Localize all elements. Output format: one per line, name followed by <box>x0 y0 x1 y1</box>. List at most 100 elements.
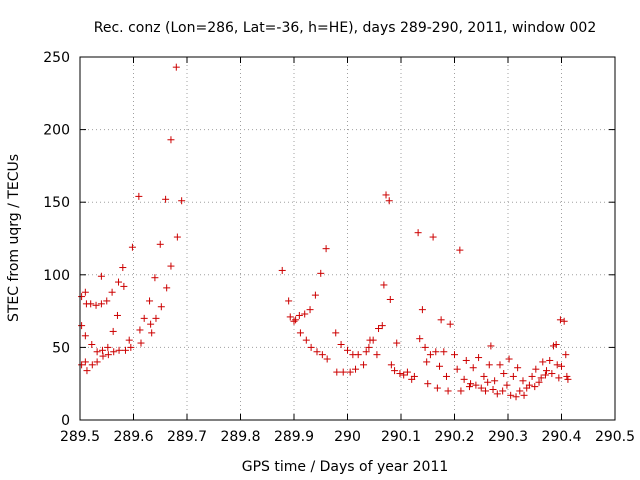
data-point <box>560 317 568 325</box>
data-point <box>115 346 123 354</box>
data-point <box>410 372 418 380</box>
x-tick-label: 289.5 <box>60 429 100 445</box>
data-point <box>485 361 493 369</box>
data-point <box>115 278 123 286</box>
data-point <box>152 314 160 322</box>
data-point <box>108 288 116 296</box>
data-point <box>97 272 105 280</box>
data-point <box>292 316 300 324</box>
data-point <box>426 351 434 359</box>
data-point <box>162 195 170 203</box>
x-tick-label: 290.4 <box>541 429 581 445</box>
x-tick-label: 289.7 <box>167 429 207 445</box>
chart-title: Rec. conz (Lon=286, Lat=-36, h=HE), days… <box>94 20 596 36</box>
data-point <box>156 240 164 248</box>
data-point <box>562 351 570 359</box>
data-point <box>500 370 508 378</box>
data-point <box>307 343 315 351</box>
data-point <box>295 311 303 319</box>
data-point <box>552 340 560 348</box>
data-point <box>446 320 454 328</box>
data-point <box>127 343 135 351</box>
data-point <box>352 365 360 373</box>
data-point <box>546 356 554 364</box>
y-tick-label: 250 <box>43 50 70 66</box>
data-point <box>78 361 86 369</box>
data-point <box>113 311 121 319</box>
data-point <box>311 291 319 299</box>
data-point <box>380 281 388 289</box>
data-point <box>472 381 480 389</box>
data-point <box>140 314 148 322</box>
data-point <box>151 274 159 282</box>
data-point <box>103 297 111 305</box>
data-point <box>416 335 424 343</box>
data-point <box>516 387 524 395</box>
data-point <box>514 364 522 372</box>
data-point <box>81 288 89 296</box>
data-point <box>437 316 445 324</box>
data-point <box>487 342 495 350</box>
data-point <box>360 361 368 369</box>
data-point <box>78 322 86 330</box>
data-point <box>302 336 310 344</box>
axis-ticks: 289.5 289.6 289.7 289.8 289.9 290 290.1 290.2 29… <box>43 50 635 445</box>
x-tick-label: 290.5 <box>595 429 635 445</box>
data-point <box>531 383 539 391</box>
data-point <box>137 339 145 347</box>
data-point <box>543 367 551 375</box>
data-point <box>456 246 464 254</box>
data-point <box>157 303 165 311</box>
data-point <box>556 316 564 324</box>
data-point <box>167 262 175 270</box>
data-point <box>489 386 497 394</box>
data-point <box>278 266 286 274</box>
data-point <box>318 351 326 359</box>
data-point <box>391 367 399 375</box>
data-point <box>332 329 340 337</box>
data-point <box>323 355 331 363</box>
data-point <box>539 358 547 366</box>
data-points <box>78 63 572 401</box>
data-point <box>451 351 458 359</box>
data-point <box>421 343 429 351</box>
data-point <box>163 284 171 292</box>
data-point <box>354 351 362 359</box>
data-point <box>178 197 186 205</box>
data-point <box>83 367 91 375</box>
data-point <box>81 332 89 340</box>
data-point <box>313 348 321 356</box>
data-point <box>528 372 536 380</box>
data-point <box>469 364 477 372</box>
data-point <box>433 384 441 392</box>
data-point <box>317 269 325 277</box>
data-point <box>563 372 571 380</box>
data-point <box>337 340 345 348</box>
x-tick-label: 290.2 <box>434 429 474 445</box>
data-point <box>387 361 395 369</box>
data-point <box>333 368 341 376</box>
data-point <box>362 348 370 356</box>
data-point <box>519 377 527 385</box>
data-point <box>493 390 501 398</box>
data-point <box>301 310 309 318</box>
data-point <box>403 368 411 376</box>
x-tick-label: 289.9 <box>274 429 314 445</box>
data-point <box>385 197 393 205</box>
data-point <box>93 348 101 356</box>
data-point <box>167 136 175 144</box>
data-point <box>146 297 154 305</box>
data-point <box>440 348 448 356</box>
grid-lines <box>80 57 615 420</box>
data-point <box>322 245 330 253</box>
data-point <box>104 351 112 359</box>
data-point <box>88 361 96 369</box>
data-point <box>418 306 426 314</box>
data-point <box>135 192 143 200</box>
data-point <box>396 370 404 378</box>
data-point <box>78 293 86 301</box>
data-point <box>92 301 100 309</box>
data-point <box>290 317 298 325</box>
data-point <box>491 377 499 385</box>
data-point <box>507 391 515 399</box>
